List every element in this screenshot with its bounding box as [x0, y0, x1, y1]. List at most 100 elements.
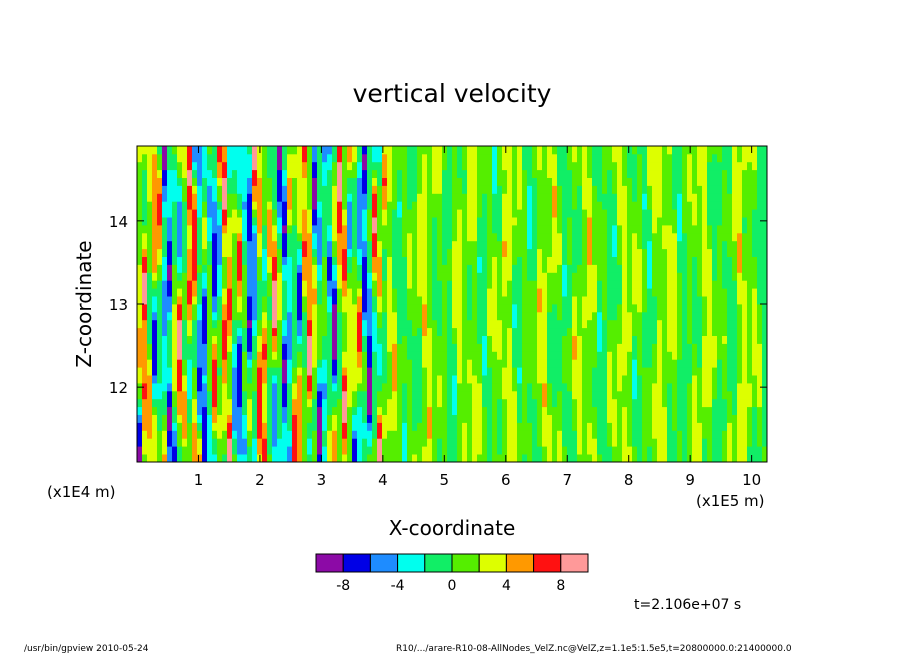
- heatmap-cell: [192, 367, 198, 376]
- heatmap-cell: [477, 248, 483, 257]
- heatmap-cell: [432, 343, 438, 352]
- heatmap-cell: [392, 193, 398, 202]
- heatmap-cell: [557, 390, 563, 400]
- heatmap-cell: [692, 185, 698, 194]
- heatmap-cell: [627, 319, 633, 329]
- heatmap-cell: [262, 335, 268, 344]
- heatmap-cell: [232, 327, 238, 336]
- heatmap-cell: [452, 240, 458, 250]
- heatmap-cell: [287, 280, 293, 289]
- heatmap-cell: [367, 351, 373, 360]
- heatmap-cell: [287, 414, 293, 423]
- heatmap-cell: [382, 169, 388, 178]
- heatmap-cell: [452, 209, 458, 218]
- heatmap-cell: [182, 383, 188, 392]
- heatmap-cell: [567, 304, 573, 313]
- heatmap-cell: [377, 240, 383, 250]
- heatmap-cell: [157, 193, 163, 202]
- heatmap-cell: [302, 232, 308, 242]
- heatmap-cell: [467, 153, 473, 163]
- heatmap-cell: [302, 185, 308, 194]
- heatmap-cell: [452, 296, 458, 305]
- heatmap-cell: [212, 359, 218, 368]
- heatmap-cell: [357, 446, 363, 455]
- heatmap-cell: [497, 327, 503, 336]
- heatmap-cell: [687, 240, 693, 250]
- heatmap-cell: [417, 343, 423, 352]
- heatmap-cell: [172, 232, 178, 242]
- heatmap-cell: [197, 422, 203, 431]
- heatmap-cell: [197, 438, 203, 447]
- heatmap-cell: [572, 398, 578, 408]
- heatmap-cell: [447, 430, 453, 439]
- heatmap-cell: [332, 225, 338, 234]
- heatmap-cell: [522, 446, 528, 455]
- heatmap-cell: [567, 193, 573, 202]
- heatmap-cell: [577, 398, 583, 408]
- heatmap-cell: [272, 422, 278, 431]
- heatmap-cell: [232, 454, 238, 463]
- heatmap-cell: [387, 225, 393, 234]
- heatmap-cell: [647, 193, 653, 202]
- heatmap-cell: [312, 383, 318, 392]
- heatmap-cell: [217, 177, 223, 186]
- heatmap-cell: [527, 406, 533, 415]
- heatmap-cell: [412, 225, 418, 234]
- heatmap-cell: [652, 225, 658, 234]
- heatmap-cell: [617, 438, 623, 447]
- heatmap-cell: [362, 209, 368, 218]
- heatmap-cell: [712, 225, 718, 234]
- heatmap-cell: [637, 296, 643, 305]
- heatmap-cell: [277, 256, 283, 265]
- heatmap-cell: [207, 248, 213, 257]
- heatmap-cell: [532, 296, 538, 305]
- heatmap-cell: [417, 335, 423, 344]
- heatmap-cell: [467, 311, 473, 321]
- heatmap-cell: [377, 304, 383, 313]
- heatmap-cell: [262, 153, 268, 163]
- heatmap-cell: [742, 406, 748, 415]
- heatmap-cell: [482, 225, 488, 234]
- heatmap-cell: [427, 296, 433, 305]
- heatmap-cell: [187, 359, 193, 368]
- heatmap-cell: [682, 367, 688, 376]
- heatmap-cell: [372, 264, 378, 273]
- heatmap-cell: [227, 264, 233, 273]
- heatmap-cell: [657, 248, 663, 257]
- heatmap-cell: [427, 304, 433, 313]
- heatmap-cell: [552, 414, 558, 423]
- heatmap-cell: [622, 153, 628, 163]
- heatmap-cell: [147, 351, 153, 360]
- heatmap-cell: [757, 446, 763, 455]
- heatmap-cell: [322, 422, 328, 431]
- heatmap-cell: [727, 169, 733, 178]
- heatmap-cell: [707, 335, 713, 344]
- heatmap-cell: [602, 280, 608, 289]
- heatmap-cell: [147, 256, 153, 265]
- heatmap-cell: [622, 438, 628, 447]
- heatmap-cell: [142, 438, 148, 447]
- heatmap-cell: [727, 217, 733, 226]
- heatmap-cell: [407, 335, 413, 344]
- heatmap-cell: [512, 438, 518, 447]
- heatmap-cell: [267, 280, 273, 289]
- heatmap-cell: [532, 288, 538, 297]
- heatmap-cell: [232, 438, 238, 447]
- heatmap-cell: [572, 304, 578, 313]
- heatmap-cell: [632, 193, 638, 202]
- heatmap-cell: [622, 351, 628, 360]
- heatmap-cell: [692, 225, 698, 234]
- heatmap-cell: [407, 146, 413, 155]
- heatmap-cell: [392, 383, 398, 392]
- heatmap-cell: [272, 390, 278, 400]
- heatmap-cell: [247, 209, 253, 218]
- heatmap-cell: [452, 288, 458, 297]
- heatmap-cell: [192, 240, 198, 250]
- heatmap-cell: [257, 256, 263, 265]
- heatmap-cell: [382, 264, 388, 273]
- heatmap-cell: [292, 383, 298, 392]
- heatmap-cell: [437, 185, 443, 194]
- heatmap-cell: [512, 406, 518, 415]
- heatmap-cell: [297, 280, 303, 289]
- heatmap-cell: [292, 398, 298, 408]
